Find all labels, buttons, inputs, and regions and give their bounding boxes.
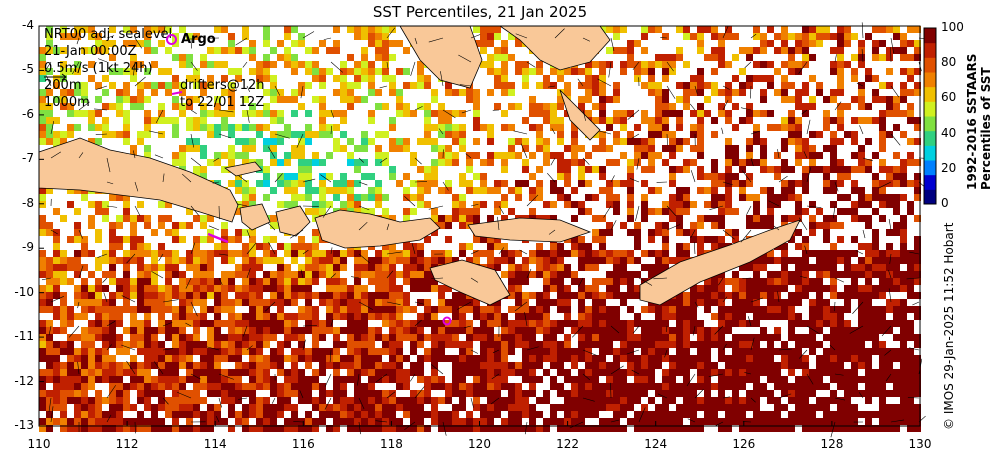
map-title: SST Percentiles, 21 Jan 2025 xyxy=(372,3,588,21)
colorbar-swatch xyxy=(924,57,936,73)
colorbar-swatch xyxy=(924,101,936,117)
map-plot-area[interactable] xyxy=(38,22,930,438)
x-tick-label: 110 xyxy=(27,437,51,451)
x-tick-label: 130 xyxy=(908,437,932,451)
borneo-island xyxy=(360,25,483,89)
y-tick-label: -7 xyxy=(22,151,34,166)
drifters-period-label: to 22/01 12Z xyxy=(180,95,265,110)
colorbar-tick-label: 0 xyxy=(941,196,949,210)
y-tick-label: -6 xyxy=(22,106,34,121)
argo-float-marker xyxy=(442,316,452,326)
velocity-legend-arrow xyxy=(44,73,67,81)
isobath-200-label: 200m xyxy=(44,78,82,93)
drifter-track xyxy=(207,232,229,244)
colorbar-swatch xyxy=(924,174,936,190)
colorbar xyxy=(923,27,937,205)
colorbar-swatch xyxy=(924,42,936,58)
colorbar-tick-label: 100 xyxy=(941,20,964,34)
x-tick-label: 116 xyxy=(291,437,315,451)
date-label: 21-Jan 00:00Z xyxy=(44,44,137,59)
colorbar-swatch xyxy=(924,189,936,205)
argo-label: Argo xyxy=(181,32,216,47)
java-island xyxy=(38,137,239,223)
madura-island xyxy=(224,161,263,177)
y-tick-label: -4 xyxy=(22,18,34,32)
axis-tick-marks xyxy=(38,25,921,427)
y-tick-label: -9 xyxy=(22,240,34,255)
current-vectors xyxy=(41,22,930,438)
y-tick-label: -8 xyxy=(22,195,34,210)
x-tick-label: 112 xyxy=(115,437,139,451)
argo-legend: Argo xyxy=(166,32,216,47)
colorbar-title-line1: 1992-2016 SSTAARS xyxy=(965,53,979,190)
x-tick-label: 128 xyxy=(820,437,844,451)
colorbar-tick-label: 60 xyxy=(941,90,957,105)
colorbar-tick-label: 20 xyxy=(941,160,957,175)
x-tick-label: 118 xyxy=(379,437,403,451)
timor-island xyxy=(639,219,801,306)
x-tick-label: 126 xyxy=(732,437,756,451)
x-tick-label: 114 xyxy=(203,437,227,451)
colorbar-swatch xyxy=(924,72,936,88)
y-tick-label: -5 xyxy=(22,62,34,77)
isobath-1000-label: 1000m xyxy=(44,95,90,110)
argo-ring-icon xyxy=(166,34,177,45)
land-masses xyxy=(38,25,801,306)
y-tick-label: -11 xyxy=(14,329,34,344)
drifters-label: drifters@12h xyxy=(180,78,265,93)
x-tick-label: 122 xyxy=(556,437,580,451)
colorbar-swatch xyxy=(924,86,936,102)
colorbar-tick-label: 80 xyxy=(941,55,957,70)
colorbar-swatch xyxy=(924,145,936,161)
colorbar-tick-label: 40 xyxy=(941,125,957,140)
colorbar-swatch xyxy=(924,28,936,44)
y-tick-label: -12 xyxy=(14,373,34,388)
y-tick-label: -13 xyxy=(14,418,34,432)
colorbar-frame xyxy=(923,27,937,205)
sumba-island xyxy=(429,259,511,306)
sealevel-label: NRT00 adj. sealevel xyxy=(44,27,173,42)
bali-island xyxy=(239,203,271,231)
x-tick-label: 124 xyxy=(644,437,668,451)
x-tick-label: 120 xyxy=(468,437,491,451)
colorbar-title-line2: Percentiles of SST xyxy=(979,67,992,190)
lombok-island xyxy=(275,205,311,237)
velocity-scale-label: 0.5m/s (1kt 24h) xyxy=(44,61,153,76)
colorbar-swatch xyxy=(924,130,936,146)
credit-text: © IMOS 29-Jan-2025 11:52 Hobart xyxy=(942,222,956,430)
sumbawa-island xyxy=(314,209,441,249)
colorbar-swatch xyxy=(924,160,936,176)
drifter-legend-arrow xyxy=(171,91,183,95)
y-tick-label: -10 xyxy=(14,284,34,299)
colorbar-swatch xyxy=(924,116,936,132)
sulawesi-island xyxy=(498,25,611,141)
